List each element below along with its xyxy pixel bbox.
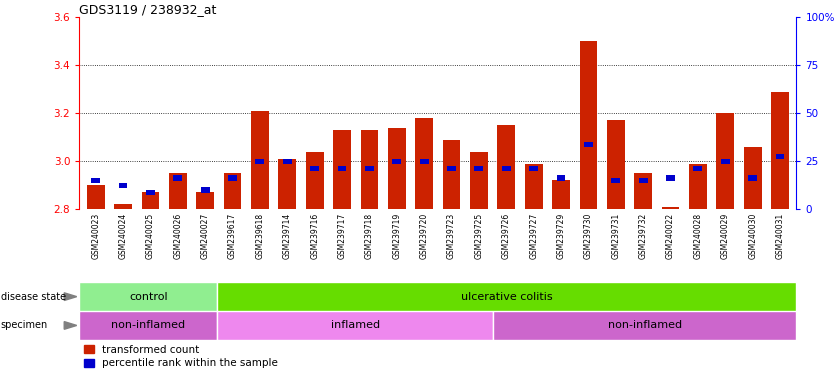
Bar xyxy=(611,178,620,183)
Bar xyxy=(744,147,761,209)
Bar xyxy=(771,92,789,209)
Bar xyxy=(556,175,565,181)
Text: GSM240026: GSM240026 xyxy=(173,213,183,259)
Bar xyxy=(748,175,757,181)
Bar xyxy=(497,125,515,209)
Bar xyxy=(530,166,538,171)
Text: GSM239719: GSM239719 xyxy=(392,213,401,259)
Text: GSM239720: GSM239720 xyxy=(420,213,429,259)
Bar xyxy=(217,311,493,340)
Bar xyxy=(666,175,675,181)
Polygon shape xyxy=(64,293,77,300)
Bar xyxy=(639,178,648,183)
Text: GSM240030: GSM240030 xyxy=(748,213,757,259)
Text: GSM240031: GSM240031 xyxy=(776,213,785,259)
Text: non-inflamed: non-inflamed xyxy=(608,320,682,331)
Bar xyxy=(584,142,593,147)
Bar xyxy=(283,159,292,164)
Bar xyxy=(689,164,706,209)
Bar xyxy=(114,205,132,209)
Bar xyxy=(661,207,680,209)
Bar xyxy=(607,121,625,209)
Bar xyxy=(443,140,460,209)
Text: GSM239714: GSM239714 xyxy=(283,213,292,259)
Bar xyxy=(306,152,324,209)
Bar xyxy=(173,175,183,181)
Bar xyxy=(338,166,346,171)
Bar xyxy=(693,166,702,171)
Bar xyxy=(360,130,379,209)
Text: GSM240024: GSM240024 xyxy=(118,213,128,259)
Bar xyxy=(142,192,159,209)
Bar xyxy=(79,282,217,311)
Text: GSM240027: GSM240027 xyxy=(201,213,209,259)
Text: GSM239732: GSM239732 xyxy=(639,213,648,259)
Bar xyxy=(475,166,484,171)
Bar xyxy=(721,159,730,164)
Text: disease state: disease state xyxy=(1,291,66,302)
Text: control: control xyxy=(129,291,168,302)
Text: GSM239717: GSM239717 xyxy=(338,213,347,259)
Polygon shape xyxy=(64,322,77,329)
Bar xyxy=(91,178,100,183)
Bar xyxy=(201,187,209,193)
Bar xyxy=(228,175,237,181)
Bar xyxy=(146,190,155,195)
Bar xyxy=(196,192,214,209)
Bar xyxy=(333,130,351,209)
Bar xyxy=(87,185,104,209)
Text: non-inflamed: non-inflamed xyxy=(111,320,185,331)
Bar xyxy=(310,166,319,171)
Bar xyxy=(502,166,510,171)
Text: GSM240029: GSM240029 xyxy=(721,213,730,259)
Text: GSM239726: GSM239726 xyxy=(502,213,510,259)
Text: GSM239723: GSM239723 xyxy=(447,213,456,259)
Text: GSM239730: GSM239730 xyxy=(584,213,593,259)
Text: GSM240025: GSM240025 xyxy=(146,213,155,259)
Bar xyxy=(255,159,264,164)
Text: GSM240022: GSM240022 xyxy=(666,213,675,259)
Bar xyxy=(279,159,296,209)
Bar xyxy=(224,173,241,209)
Text: specimen: specimen xyxy=(1,320,48,331)
Bar xyxy=(716,113,734,209)
Bar xyxy=(392,159,401,164)
Bar xyxy=(168,173,187,209)
Bar xyxy=(420,159,429,164)
Text: GSM240023: GSM240023 xyxy=(91,213,100,259)
Bar xyxy=(635,173,652,209)
Bar xyxy=(776,154,785,159)
Text: GSM239716: GSM239716 xyxy=(310,213,319,259)
Text: GSM239729: GSM239729 xyxy=(556,213,565,259)
Legend: transformed count, percentile rank within the sample: transformed count, percentile rank withi… xyxy=(84,345,278,368)
Text: GDS3119 / 238932_at: GDS3119 / 238932_at xyxy=(79,3,217,16)
Bar xyxy=(447,166,456,171)
Bar xyxy=(217,282,796,311)
Bar xyxy=(365,166,374,171)
Bar xyxy=(525,164,543,209)
Text: GSM239731: GSM239731 xyxy=(611,213,620,259)
Text: ulcerative colitis: ulcerative colitis xyxy=(461,291,553,302)
Text: GSM239618: GSM239618 xyxy=(255,213,264,259)
Bar xyxy=(415,118,433,209)
Text: inflamed: inflamed xyxy=(330,320,379,331)
Bar xyxy=(552,180,570,209)
Bar xyxy=(493,311,796,340)
Text: GSM239617: GSM239617 xyxy=(228,213,237,259)
Bar xyxy=(251,111,269,209)
Bar xyxy=(580,41,597,209)
Text: GSM239727: GSM239727 xyxy=(529,213,538,259)
Bar xyxy=(388,127,405,209)
Bar xyxy=(118,183,128,188)
Bar xyxy=(79,311,217,340)
Bar xyxy=(470,152,488,209)
Text: GSM239718: GSM239718 xyxy=(365,213,374,259)
Text: GSM240028: GSM240028 xyxy=(693,213,702,259)
Text: GSM239725: GSM239725 xyxy=(475,213,484,259)
